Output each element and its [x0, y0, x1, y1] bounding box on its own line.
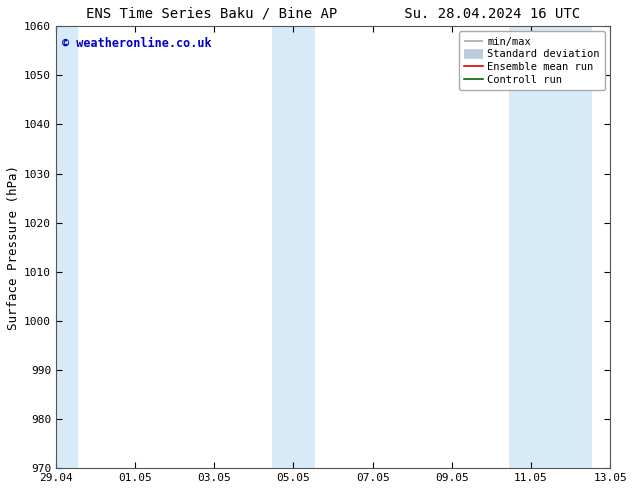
Text: © weatheronline.co.uk: © weatheronline.co.uk	[61, 37, 211, 50]
Bar	[509, 26, 592, 468]
Bar	[272, 26, 315, 468]
Y-axis label: Surface Pressure (hPa): Surface Pressure (hPa)	[7, 165, 20, 330]
Bar	[54, 26, 78, 468]
Title: ENS Time Series Baku / Bine AP        Su. 28.04.2024 16 UTC: ENS Time Series Baku / Bine AP Su. 28.04…	[86, 7, 580, 21]
Legend: min/max, Standard deviation, Ensemble mean run, Controll run: min/max, Standard deviation, Ensemble me…	[459, 31, 605, 90]
